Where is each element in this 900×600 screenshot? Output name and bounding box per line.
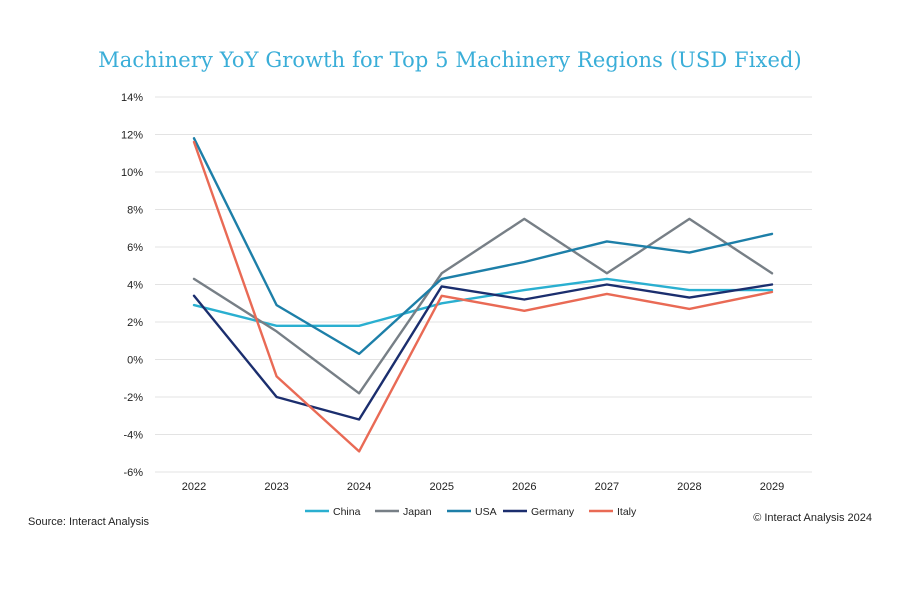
- x-tick-label: 2029: [760, 481, 784, 493]
- series-line-usa: [192, 137, 774, 356]
- y-tick-label: 4%: [127, 280, 143, 292]
- x-tick-label: 2026: [512, 481, 536, 493]
- x-tick-label: 2028: [677, 481, 701, 493]
- chart-title: Machinery YoY Growth for Top 5 Machinery…: [98, 48, 802, 72]
- x-tick-label: 2025: [429, 481, 453, 493]
- legend-label-germany: Germany: [531, 506, 575, 518]
- legend-label-usa: USA: [475, 506, 497, 518]
- x-tick-label: 2022: [182, 481, 206, 493]
- x-tick-label: 2024: [347, 481, 371, 493]
- source-note: Source: Interact Analysis: [28, 516, 150, 528]
- legend-label-italy: Italy: [617, 506, 637, 518]
- y-axis-ticks: -6% -4% -2% 0% 2% 4% 6% 8% 10% 12% 14%: [121, 92, 143, 479]
- x-tick-label: 2023: [264, 481, 288, 493]
- legend-label-japan: Japan: [403, 506, 432, 518]
- series-line-japan: [192, 217, 774, 395]
- legend: China Japan USA Germany Italy: [305, 506, 637, 518]
- y-tick-label: 6%: [127, 242, 143, 254]
- y-tick-label: -2%: [123, 392, 143, 404]
- series-line-china: [192, 277, 774, 327]
- x-axis-ticks: 2022 2023 2024 2025 2026 2027 2028 2029: [182, 481, 784, 493]
- series-line-italy: [192, 140, 774, 453]
- y-tick-label: 0%: [127, 355, 143, 367]
- y-tick-label: 14%: [121, 92, 143, 104]
- series-line-germany: [192, 283, 774, 421]
- y-tick-label: -4%: [123, 430, 143, 442]
- y-tick-label: 10%: [121, 167, 143, 179]
- y-tick-label: 12%: [121, 130, 143, 142]
- y-tick-label: 8%: [127, 205, 143, 217]
- series-lines: [192, 137, 774, 453]
- copyright-note: © Interact Analysis 2024: [753, 512, 872, 524]
- x-tick-label: 2027: [595, 481, 619, 493]
- legend-label-china: China: [333, 506, 361, 518]
- grid-lines: [155, 96, 812, 473]
- y-tick-label: 2%: [127, 317, 143, 329]
- y-tick-label: -6%: [123, 467, 143, 479]
